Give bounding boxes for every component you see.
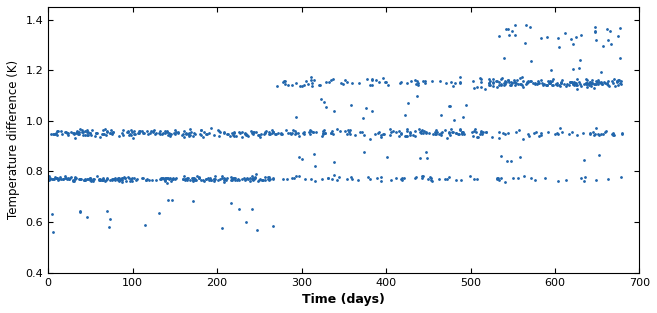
Y-axis label: Temperature difference (K): Temperature difference (K) [7,60,20,219]
X-axis label: Time (days): Time (days) [302,293,385,306]
